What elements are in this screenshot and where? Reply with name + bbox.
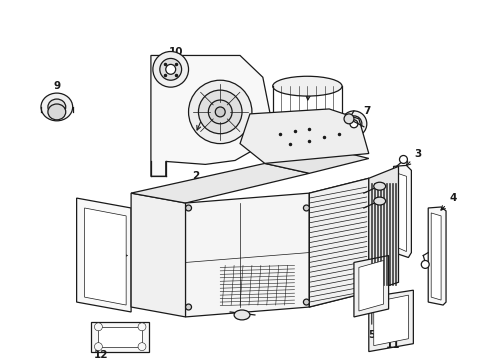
Ellipse shape xyxy=(138,323,145,331)
Ellipse shape xyxy=(94,343,102,351)
Polygon shape xyxy=(427,207,445,305)
Ellipse shape xyxy=(48,99,65,115)
Ellipse shape xyxy=(346,116,361,132)
Text: 12: 12 xyxy=(94,338,114,360)
Text: 4: 4 xyxy=(440,193,456,210)
Ellipse shape xyxy=(303,299,309,305)
Ellipse shape xyxy=(165,64,175,74)
Text: 10: 10 xyxy=(168,46,183,70)
Ellipse shape xyxy=(185,304,191,310)
Ellipse shape xyxy=(94,323,102,331)
Polygon shape xyxy=(151,55,269,176)
Text: 5: 5 xyxy=(367,286,375,340)
Polygon shape xyxy=(353,256,388,317)
Polygon shape xyxy=(240,109,368,163)
Polygon shape xyxy=(84,208,126,305)
Polygon shape xyxy=(397,173,406,252)
Polygon shape xyxy=(393,165,410,257)
Ellipse shape xyxy=(340,111,366,137)
Ellipse shape xyxy=(188,80,251,144)
Polygon shape xyxy=(185,193,309,317)
Text: 8: 8 xyxy=(197,106,208,130)
Polygon shape xyxy=(131,163,309,203)
Ellipse shape xyxy=(399,156,407,163)
Text: 9: 9 xyxy=(53,81,60,105)
Text: 13: 13 xyxy=(91,251,127,261)
Polygon shape xyxy=(131,193,185,317)
Polygon shape xyxy=(368,166,398,292)
Ellipse shape xyxy=(185,205,191,211)
Text: 2: 2 xyxy=(191,171,199,194)
Ellipse shape xyxy=(373,197,385,205)
Ellipse shape xyxy=(215,107,225,117)
Ellipse shape xyxy=(272,132,341,152)
Polygon shape xyxy=(98,327,142,347)
Text: 3: 3 xyxy=(406,149,421,166)
Text: 6: 6 xyxy=(305,76,312,100)
Polygon shape xyxy=(309,178,368,307)
Ellipse shape xyxy=(208,100,232,124)
Text: 1: 1 xyxy=(320,129,332,155)
Ellipse shape xyxy=(303,205,309,211)
Ellipse shape xyxy=(198,90,242,134)
Ellipse shape xyxy=(41,93,73,121)
Polygon shape xyxy=(358,261,383,311)
Polygon shape xyxy=(77,198,131,312)
Polygon shape xyxy=(430,213,440,300)
Ellipse shape xyxy=(160,58,181,80)
Ellipse shape xyxy=(153,51,188,87)
Ellipse shape xyxy=(138,343,145,351)
Polygon shape xyxy=(368,290,412,352)
Polygon shape xyxy=(309,178,368,307)
Text: 7: 7 xyxy=(356,106,370,123)
Ellipse shape xyxy=(349,120,357,128)
Ellipse shape xyxy=(421,261,428,269)
Polygon shape xyxy=(264,149,368,173)
Ellipse shape xyxy=(373,182,385,190)
Ellipse shape xyxy=(234,310,249,320)
Ellipse shape xyxy=(344,114,353,124)
Ellipse shape xyxy=(272,76,341,96)
Polygon shape xyxy=(373,295,407,346)
Text: 11: 11 xyxy=(385,328,400,350)
Ellipse shape xyxy=(48,104,65,120)
Polygon shape xyxy=(91,322,149,352)
